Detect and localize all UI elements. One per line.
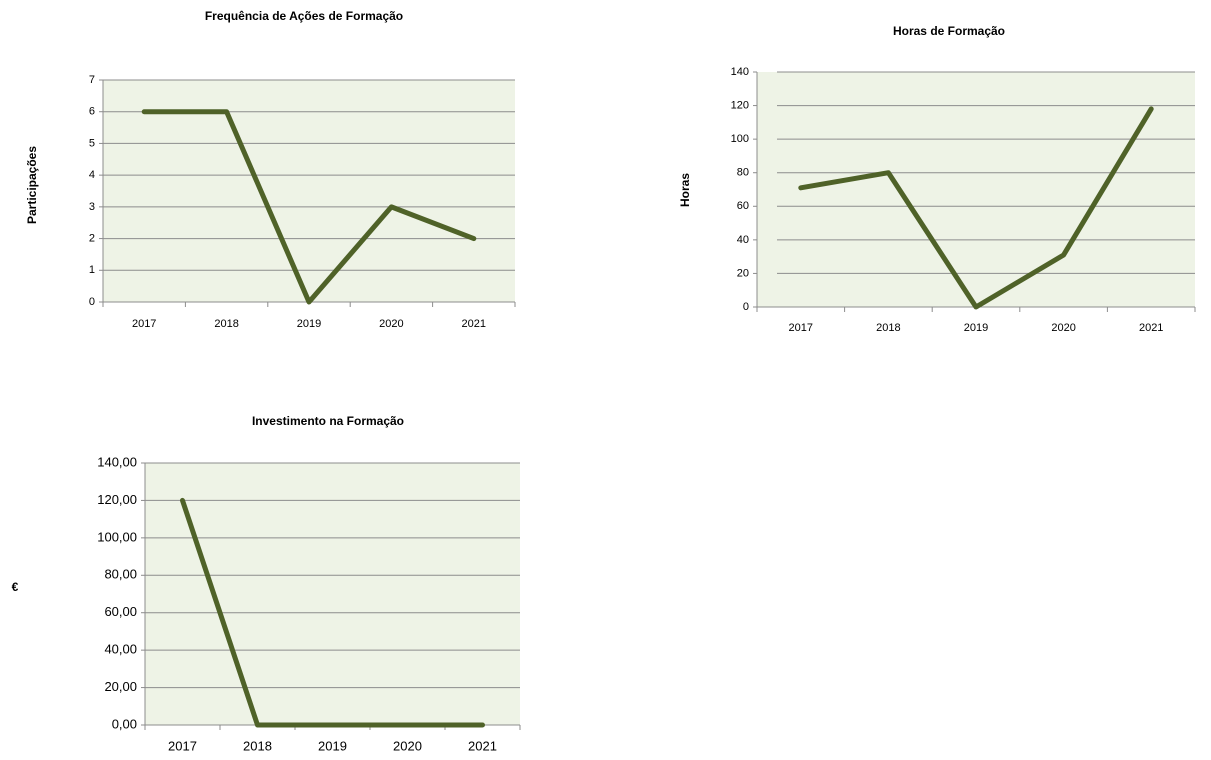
- y-tick-label: 40,00: [104, 642, 137, 657]
- plot-area: [757, 72, 1195, 307]
- x-tick-label: 2021: [462, 318, 486, 330]
- y-tick-label: 20: [737, 267, 749, 279]
- x-tick-label: 2021: [468, 738, 497, 753]
- plot-area: [145, 463, 520, 725]
- y-tick-label: 60,00: [104, 604, 137, 619]
- y-tick-label: 3: [89, 201, 95, 213]
- y-axis-label: €: [12, 580, 19, 594]
- x-tick-label: 2020: [393, 738, 422, 753]
- y-tick-label: 6: [89, 106, 95, 118]
- y-tick-label: 100: [731, 133, 749, 145]
- y-tick-label: 40: [737, 234, 749, 246]
- chart-title: Investimento na Formação: [252, 414, 404, 428]
- y-tick-label: 120: [731, 99, 749, 111]
- y-tick-label: 80: [737, 167, 749, 179]
- y-tick-label: 100,00: [97, 529, 137, 544]
- y-tick-label: 4: [89, 169, 95, 181]
- y-tick-label: 60: [737, 200, 749, 212]
- y-tick-label: 2: [89, 232, 95, 244]
- chart-title: Horas de Formação: [893, 24, 1005, 38]
- x-tick-label: 2020: [379, 318, 403, 330]
- y-tick-label: 7: [89, 74, 95, 86]
- y-tick-label: 20,00: [104, 679, 137, 694]
- x-tick-label: 2021: [1139, 322, 1163, 334]
- y-tick-label: 140,00: [97, 454, 137, 469]
- x-tick-label: 2019: [964, 322, 988, 334]
- x-tick-label: 2017: [132, 318, 156, 330]
- y-tick-label: 0: [89, 296, 95, 308]
- data-line: [798, 106, 1154, 310]
- y-tick-label: 5: [89, 137, 95, 149]
- y-tick-label: 80,00: [104, 567, 137, 582]
- x-tick-label: 2018: [214, 318, 238, 330]
- x-tick-label: 2019: [318, 738, 347, 753]
- data-line: [141, 109, 477, 305]
- x-tick-label: 2018: [876, 322, 900, 334]
- x-tick-label: 2017: [168, 738, 197, 753]
- y-axis-label: Horas: [678, 173, 692, 207]
- x-tick-label: 2017: [789, 322, 813, 334]
- plot-area: [103, 80, 515, 302]
- y-tick-label: 0: [743, 301, 749, 313]
- y-tick-label: 120,00: [97, 492, 137, 507]
- y-tick-label: 1: [89, 264, 95, 276]
- x-tick-label: 2019: [297, 318, 321, 330]
- y-tick-label: 0,00: [112, 716, 137, 731]
- x-tick-label: 2020: [1051, 322, 1075, 334]
- y-axis-label: Participações: [25, 146, 39, 224]
- data-line: [180, 497, 485, 728]
- chart-title: Frequência de Ações de Formação: [205, 9, 403, 23]
- y-tick-label: 140: [731, 66, 749, 78]
- x-tick-label: 2018: [243, 738, 272, 753]
